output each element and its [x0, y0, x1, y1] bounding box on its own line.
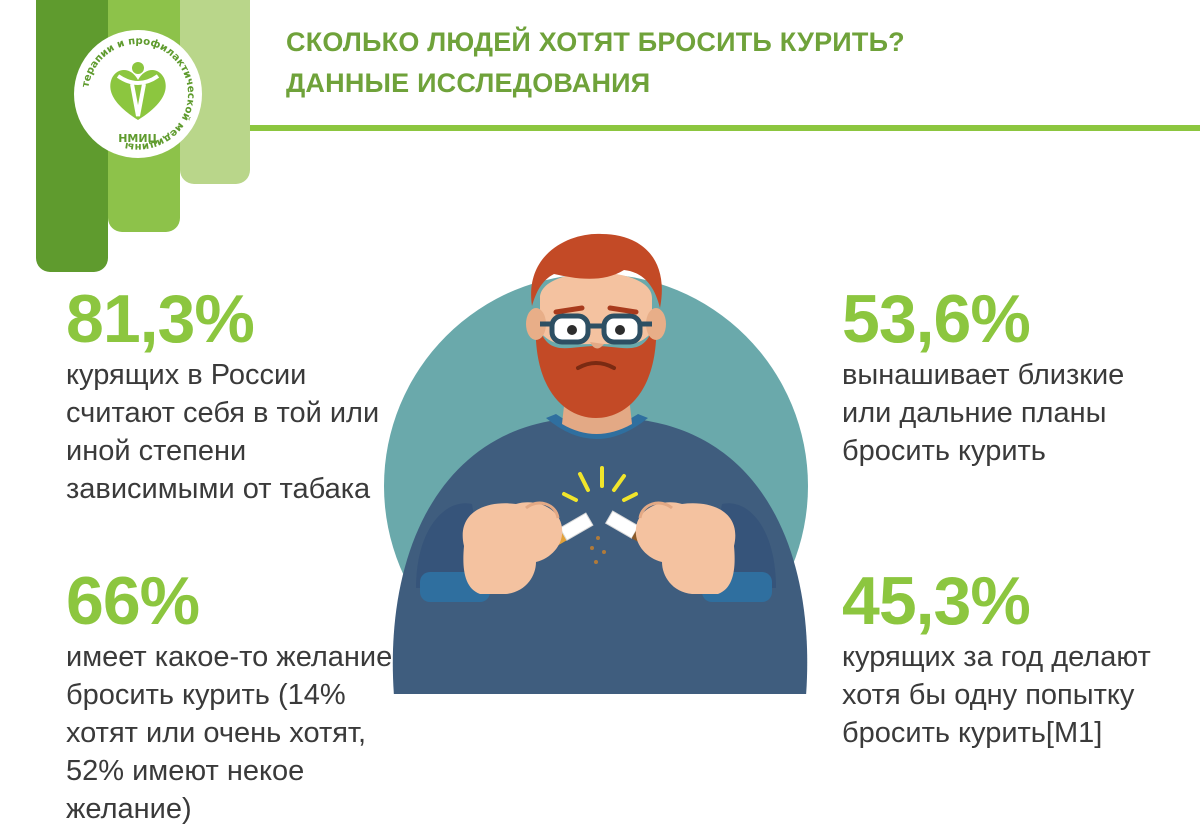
stat-value: 66%	[66, 563, 200, 639]
title-line-2: ДАННЫЕ ИССЛЕДОВАНИЯ	[286, 68, 651, 98]
stat-block-attempts: 45,3% курящих за год делают хотя бы одну…	[842, 566, 1182, 752]
title-line-1: СКОЛЬКО ЛЮДЕЙ ХОТЯТ БРОСИТЬ КУРИТЬ?	[286, 27, 905, 57]
stat-block-desire: 66% имеет какое-то желание бросить курит…	[66, 566, 406, 828]
man-breaking-cigarette-icon	[376, 228, 822, 698]
stat-text: вынашивает близкие или дальние планы бро…	[842, 359, 1125, 467]
stat-value: 45,3%	[842, 563, 1031, 639]
stat-block-plans: 53,6% вынашивает близкие или дальние пла…	[842, 284, 1172, 470]
stat-block-dependence: 81,3% курящих в России считают себя в то…	[66, 284, 396, 508]
stat-value: 81,3%	[66, 281, 255, 357]
page-title: СКОЛЬКО ЛЮДЕЙ ХОТЯТ БРОСИТЬ КУРИТЬ? ДАНН…	[286, 22, 905, 104]
nmic-logo: терапии и профилактической медицины НМИЦ	[72, 28, 204, 160]
logo-abbr: НМИЦ	[118, 132, 158, 145]
stat-text: имеет какое-то желание бросить курить (1…	[66, 641, 393, 825]
stat-value: 53,6%	[842, 281, 1031, 357]
title-underline	[250, 125, 1200, 131]
stat-text: курящих в России считают себя в той или …	[66, 359, 380, 505]
stat-text: курящих за год делают хотя бы одну попыт…	[842, 641, 1151, 749]
